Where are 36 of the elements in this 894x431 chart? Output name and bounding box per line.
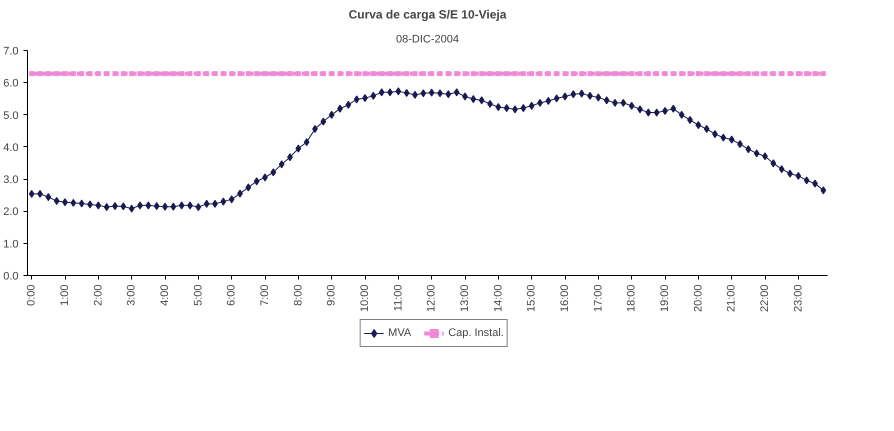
x-tick-label: 8:00: [292, 284, 304, 306]
x-tick-label: 7:00: [259, 284, 271, 306]
y-tick-label: 5.0: [3, 110, 19, 122]
y-tick-label: 2.0: [3, 206, 19, 218]
x-tick-label: 19:00: [659, 284, 671, 312]
legend-label: MVA: [388, 327, 412, 339]
y-tick-label: 3.0: [3, 174, 19, 186]
y-tick-label: 1.0: [3, 238, 19, 250]
x-tick-label: 5:00: [192, 284, 204, 306]
x-tick-label: 1:00: [59, 284, 71, 306]
x-tick-label: 2:00: [92, 284, 104, 306]
x-tick-label: 10:00: [359, 284, 371, 312]
x-tick-label: 15:00: [526, 284, 538, 312]
chart-title: Curva de carga S/E 10-Vieja: [348, 8, 507, 22]
x-tick-label: 22:00: [759, 284, 771, 312]
y-tick-label: 4.0: [3, 142, 19, 154]
y-tick-label: 7.0: [3, 46, 19, 58]
x-tick-label: 23:00: [792, 284, 804, 312]
x-tick-label: 9:00: [326, 284, 338, 306]
x-tick-label: 14:00: [492, 284, 504, 312]
x-tick-label: 18:00: [626, 284, 638, 312]
x-tick-label: 17:00: [592, 284, 604, 312]
x-tick-label: 13:00: [459, 284, 471, 312]
x-tick-label: 16:00: [559, 284, 571, 312]
x-tick-label: 6:00: [226, 284, 238, 306]
chart-subtitle: 08-DIC-2004: [396, 34, 459, 46]
x-tick-label: 3:00: [126, 284, 138, 306]
y-tick-label: 0.0: [3, 270, 19, 282]
y-tick-label: 6.0: [3, 78, 19, 90]
x-tick-label: 4:00: [159, 284, 171, 306]
x-tick-label: 12:00: [426, 284, 438, 312]
x-tick-label: 11:00: [392, 284, 404, 312]
x-tick-label: 0:00: [26, 284, 38, 306]
x-tick-label: 21:00: [726, 284, 738, 312]
x-tick-label: 20:00: [692, 284, 704, 312]
legend-label: Cap. Instal.: [448, 327, 504, 339]
